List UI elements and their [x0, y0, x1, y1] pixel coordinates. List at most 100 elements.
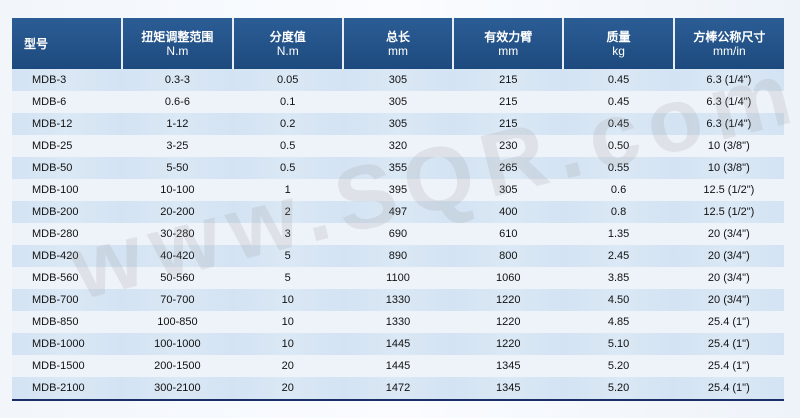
- table-cell: 1: [232, 179, 343, 201]
- column-header: 总长 mm: [341, 18, 454, 69]
- table-row: MDB-100 10-100 1 395 305 0.6 12.5 (1/2"): [12, 179, 784, 201]
- column-unit: N.m: [276, 43, 299, 58]
- table-cell: 305: [342, 91, 454, 113]
- table-cell: 0.5: [232, 157, 343, 179]
- table-cell: 2: [232, 201, 343, 223]
- table-cell: MDB-25: [12, 135, 123, 157]
- table-cell: MDB-280: [12, 223, 123, 245]
- table-cell: 5-50: [122, 157, 233, 179]
- table-cell: 1330: [342, 289, 454, 311]
- column-header: 质量 kg: [562, 18, 674, 69]
- table-cell: MDB-2100: [12, 377, 123, 401]
- table-cell: 0.6: [563, 179, 674, 201]
- table-row: MDB-850 100-850 10 1330 1220 4.85 25.4 (1"): [12, 311, 784, 333]
- table-cell: 1220: [453, 289, 564, 311]
- table-cell: 40-420: [122, 245, 233, 267]
- table-cell: 1345: [453, 355, 564, 377]
- table-cell: 10: [232, 311, 343, 333]
- table-cell: MDB-1000: [12, 333, 123, 355]
- table-cell: 265: [453, 157, 564, 179]
- table-cell: MDB-700: [12, 289, 123, 311]
- table-cell: 20: [232, 355, 343, 377]
- table-cell: MDB-420: [12, 245, 123, 267]
- table-row: MDB-6 0.6-6 0.1 305 215 0.45 6.3 (1/4"): [12, 91, 784, 113]
- table-cell: 1220: [453, 311, 564, 333]
- table-cell: 1100: [342, 267, 454, 289]
- table-cell: 320: [342, 135, 454, 157]
- spec-table: 型号 扭矩调整范围 N.m 分度值 N.m 总长 mm 有效力臂 mm 质量 kg 方棒公称尺寸 mm/…: [12, 18, 784, 401]
- table-cell: 6.3 (1/4"): [673, 91, 784, 113]
- table-cell: MDB-1500: [12, 355, 123, 377]
- column-header: 方棒公称尺寸 mm/in: [672, 18, 784, 69]
- table-cell: 215: [453, 69, 564, 91]
- table-cell: 800: [453, 245, 564, 267]
- table-cell: 400: [453, 201, 564, 223]
- table-cell: 1-12: [122, 113, 233, 135]
- table-cell: 0.6-6: [122, 91, 233, 113]
- table-row: MDB-1000 100-1000 10 1445 1220 5.10 25.4 (1"): [12, 333, 784, 355]
- table-cell: 5: [232, 267, 343, 289]
- table-cell: 355: [342, 157, 454, 179]
- table-cell: 1472: [342, 377, 454, 401]
- column-header: 有效力臂 mm: [452, 18, 564, 69]
- table-cell: 0.05: [232, 69, 343, 91]
- table-cell: 0.50: [563, 135, 674, 157]
- table-row: MDB-1500 200-1500 20 1445 1345 5.20 25.4 (1"): [12, 355, 784, 377]
- table-cell: 690: [342, 223, 454, 245]
- table-cell: 10 (3/8"): [673, 135, 784, 157]
- table-cell: 100-1000: [122, 333, 233, 355]
- table-cell: 12.5 (1/2"): [673, 179, 784, 201]
- table-cell: MDB-850: [12, 311, 123, 333]
- table-cell: 305: [342, 69, 454, 91]
- table-row: MDB-50 5-50 0.5 355 265 0.55 10 (3/8"): [12, 157, 784, 179]
- column-title: 质量: [606, 29, 631, 44]
- table-cell: 200-1500: [122, 355, 233, 377]
- column-title: 有效力臂: [484, 29, 533, 44]
- column-title: 方棒公称尺寸: [693, 29, 766, 44]
- table-cell: 0.8: [563, 201, 674, 223]
- table-row: MDB-25 3-25 0.5 320 230 0.50 10 (3/8"): [12, 135, 784, 157]
- table-cell: 3-25: [122, 135, 233, 157]
- table-cell: 20 (3/4"): [673, 223, 784, 245]
- table-cell: 20 (3/4"): [673, 267, 784, 289]
- table-cell: 890: [342, 245, 454, 267]
- table-row: MDB-700 70-700 10 1330 1220 4.50 20 (3/4"): [12, 289, 784, 311]
- column-title: 总长: [385, 29, 410, 44]
- table-row: MDB-280 30-280 3 690 610 1.35 20 (3/4"): [12, 223, 784, 245]
- table-cell: MDB-50: [12, 157, 123, 179]
- table-cell: 230: [453, 135, 564, 157]
- table-cell: 12.5 (1/2"): [673, 201, 784, 223]
- column-unit: mm: [387, 43, 408, 58]
- table-cell: MDB-12: [12, 113, 123, 135]
- table-cell: 5: [232, 245, 343, 267]
- column-header: 扭矩调整范围 N.m: [121, 18, 233, 69]
- table-cell: 0.5: [232, 135, 343, 157]
- column-unit: N.m: [166, 43, 189, 58]
- table-cell: 25.4 (1"): [673, 333, 784, 355]
- table-cell: 6.3 (1/4"): [673, 113, 784, 135]
- table-cell: 4.50: [563, 289, 674, 311]
- table-cell: MDB-100: [12, 179, 123, 201]
- table-cell: 1060: [453, 267, 564, 289]
- table-cell: 2.45: [563, 245, 674, 267]
- table-cell: 30-280: [122, 223, 233, 245]
- table-cell: 0.45: [563, 113, 674, 135]
- table-cell: 1445: [342, 355, 454, 377]
- table-cell: 3: [232, 223, 343, 245]
- table-cell: 497: [342, 201, 454, 223]
- table-cell: 5.20: [563, 355, 674, 377]
- header-row: 型号 扭矩调整范围 N.m 分度值 N.m 总长 mm 有效力臂 mm 质量 kg 方棒公称尺寸 mm/…: [12, 18, 784, 69]
- table-cell: MDB-6: [12, 91, 123, 113]
- column-unit: mm: [498, 43, 519, 58]
- table-cell: 20: [232, 377, 343, 401]
- column-header: 分度值 N.m: [231, 18, 343, 69]
- table-cell: 0.2: [232, 113, 343, 135]
- table-cell: 10: [232, 289, 343, 311]
- table-cell: 10 (3/8"): [673, 157, 784, 179]
- table-cell: 10: [232, 333, 343, 355]
- table-cell: 305: [453, 179, 564, 201]
- table-cell: 10-100: [122, 179, 233, 201]
- table-cell: 25.4 (1"): [673, 311, 784, 333]
- table-row: MDB-560 50-560 5 1100 1060 3.85 20 (3/4"): [12, 267, 784, 289]
- table-cell: MDB-200: [12, 201, 123, 223]
